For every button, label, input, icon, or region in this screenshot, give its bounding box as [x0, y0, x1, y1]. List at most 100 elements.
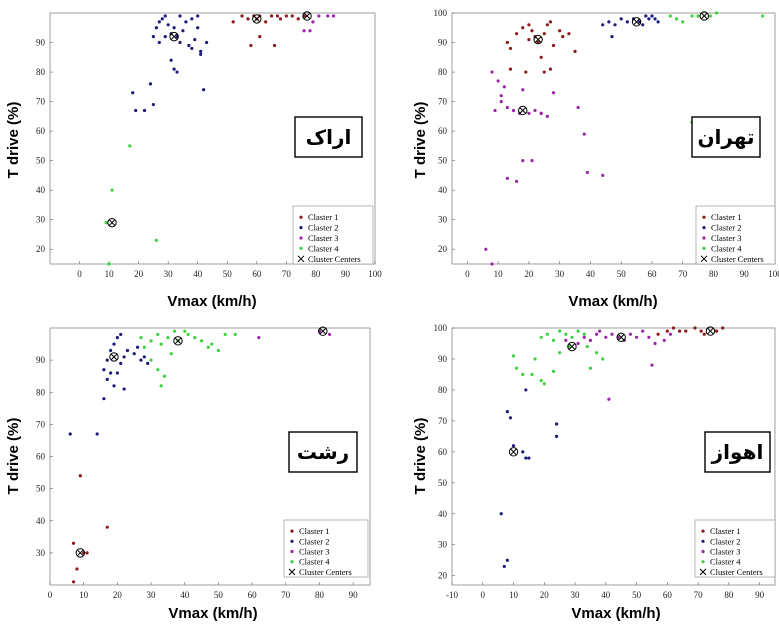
y-tick-label: 70 — [438, 97, 448, 107]
legend-marker-cluster-3 — [299, 236, 303, 240]
data-point-cluster-2 — [204, 40, 209, 45]
data-point-cluster-3 — [317, 14, 321, 18]
x-tick-label: 90 — [349, 590, 359, 600]
city-name-box — [288, 431, 358, 473]
data-point-cluster-4 — [206, 345, 210, 349]
x-tick-label: 20 — [524, 269, 534, 279]
legend-label: Claster 1 — [710, 526, 740, 536]
data-point-cluster-3 — [545, 114, 549, 118]
legend-label: Cluster Centers — [710, 567, 763, 577]
x-tick-label: 30 — [164, 269, 174, 279]
data-point-cluster-4 — [551, 338, 556, 342]
data-point-cluster-2 — [109, 371, 113, 375]
data-point-cluster-4 — [542, 382, 546, 386]
legend-box — [695, 205, 776, 265]
data-point-cluster-2 — [122, 387, 126, 391]
data-point-cluster-2 — [190, 46, 194, 51]
legend-marker-cluster-4 — [299, 246, 303, 250]
city-name-box — [294, 116, 363, 158]
y-tick-label: 70 — [438, 416, 448, 426]
x-axis-label: Vmax (km/h) — [168, 605, 257, 622]
data-point-cluster-4 — [193, 336, 197, 340]
data-point-cluster-2 — [169, 58, 173, 62]
data-point-cluster-2 — [102, 368, 106, 372]
x-tick-label: 100 — [368, 269, 382, 279]
cluster-center-cross — [174, 337, 182, 344]
data-point-cluster-3 — [521, 88, 525, 92]
y-tick-label: 60 — [438, 447, 448, 457]
x-axis-label: Vmax (km/h) — [167, 293, 256, 310]
data-point-cluster-4 — [169, 352, 173, 356]
data-point-cluster-1 — [542, 70, 546, 74]
data-point-cluster-2 — [105, 358, 109, 362]
data-point-cluster-4 — [173, 329, 177, 333]
cluster-center-marker — [169, 31, 179, 42]
data-point-cluster-4 — [104, 221, 108, 225]
data-point-cluster-1 — [567, 32, 571, 36]
data-point-cluster-1 — [240, 14, 244, 18]
data-point-cluster-4 — [515, 366, 519, 370]
data-point-cluster-1 — [508, 67, 513, 71]
data-point-cluster-2 — [166, 23, 170, 27]
data-point-cluster-4 — [558, 329, 562, 333]
x-tick-label: 70 — [282, 269, 292, 279]
legend-marker-center — [699, 568, 707, 576]
data-point-cluster-4 — [186, 332, 190, 337]
city-name-box — [704, 431, 771, 473]
data-point-cluster-2 — [132, 352, 136, 356]
data-point-cluster-3 — [499, 99, 503, 104]
cluster-center-cross — [535, 36, 542, 43]
data-point-cluster-3 — [628, 332, 633, 336]
data-point-cluster-3 — [585, 170, 589, 175]
data-point-cluster-4 — [223, 332, 227, 337]
y-tick-label: 50 — [438, 478, 448, 488]
data-point-cluster-2 — [125, 348, 130, 353]
legend-marker-cluster-2 — [290, 539, 294, 543]
data-point-cluster-2 — [653, 17, 657, 21]
data-point-cluster-4 — [761, 14, 765, 18]
data-point-cluster-1 — [527, 37, 531, 42]
x-tick-label: 10 — [105, 269, 115, 279]
plot-frame — [49, 12, 376, 265]
data-point-cluster-4 — [162, 374, 167, 378]
data-point-cluster-2 — [135, 345, 140, 349]
x-tick-label: 80 — [724, 590, 734, 600]
legend-marker-cluster-4 — [701, 560, 705, 564]
y-tick-label: 60 — [36, 126, 46, 136]
data-point-cluster-2 — [115, 371, 119, 375]
x-tick-label: 80 — [709, 269, 719, 279]
data-point-cluster-3 — [533, 108, 537, 113]
data-point-cluster-3 — [332, 14, 336, 18]
data-point-cluster-2 — [202, 88, 206, 92]
x-tick-label: 60 — [663, 590, 673, 600]
data-point-cluster-1 — [551, 43, 556, 48]
data-point-cluster-2 — [187, 43, 191, 48]
data-point-cluster-3 — [582, 335, 586, 339]
legend-label: Cluster Centers — [299, 567, 352, 577]
data-point-cluster-1 — [721, 326, 725, 330]
y-tick-label: 80 — [36, 67, 46, 77]
data-point-cluster-3 — [662, 338, 666, 342]
data-point-cluster-1 — [264, 20, 268, 24]
data-point-cluster-2 — [160, 17, 164, 21]
data-point-cluster-2 — [607, 20, 611, 24]
legend-marker-cluster-4 — [702, 246, 706, 250]
x-tick-label: 90 — [755, 590, 765, 600]
x-tick-label: 10 — [79, 590, 89, 600]
y-tick-label: 90 — [438, 38, 448, 48]
chart-panel-1: 0 10 20 30 40 50 60 70 80 90 100 20 30 40 50 60 70 80 90 Vm… — [5, 11, 382, 310]
data-point-cluster-4 — [166, 336, 170, 340]
data-point-cluster-4 — [199, 339, 204, 343]
data-point-cluster-3 — [564, 338, 568, 342]
y-axis-label: T drive (%) — [412, 418, 429, 495]
data-point-cluster-2 — [119, 361, 123, 365]
data-point-cluster-3 — [668, 332, 673, 336]
data-point-cluster-3 — [598, 329, 602, 333]
cluster-center-marker — [616, 332, 626, 342]
data-point-cluster-2 — [139, 358, 143, 362]
y-tick-label: 100 — [434, 8, 448, 18]
legend-label: Claster 3 — [308, 233, 338, 243]
legend-label: Claster 2 — [711, 223, 741, 233]
cluster-center-cross — [108, 219, 116, 226]
